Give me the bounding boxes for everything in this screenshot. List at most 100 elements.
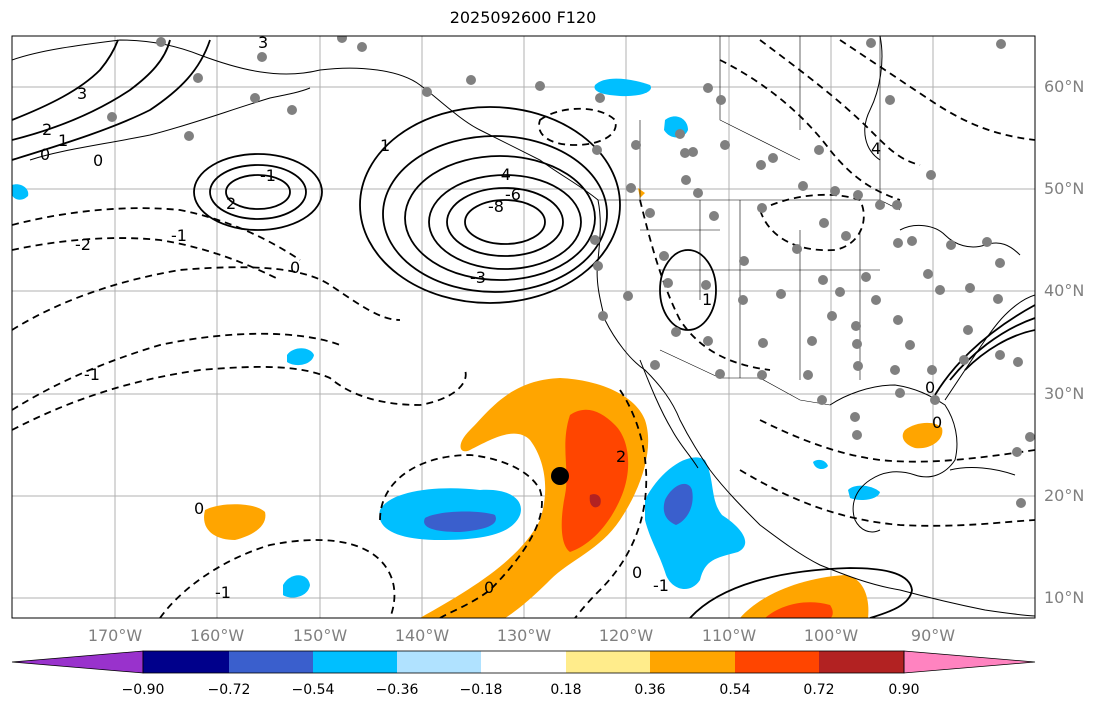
dashed-pac-4 [12, 207, 301, 261]
low-center-ring-1 [464, 199, 546, 245]
low-center-ring-2 [446, 187, 564, 257]
colorbar-tick-label: 0.54 [719, 682, 751, 698]
dashed-center [379, 454, 543, 618]
orange-south [740, 575, 869, 618]
contour-label: 0 [925, 378, 935, 397]
colorbar-tick-label: −0.54 [291, 682, 335, 698]
contour-label: -2 [75, 235, 91, 254]
darkred-spot [589, 494, 601, 508]
contour-label: 0 [290, 258, 300, 277]
alaska-contour-2 [12, 39, 171, 141]
contour-label: -6 [505, 185, 521, 204]
contour-label: -1 [260, 166, 276, 185]
colorbar-bin [650, 651, 735, 673]
contour-label: -4 [495, 165, 511, 184]
dashed-north-low [538, 107, 617, 146]
ne-contour-2 [949, 317, 1035, 381]
gulf-coast [829, 384, 958, 533]
red-south [765, 602, 833, 618]
blue-pac [287, 348, 314, 366]
dashed-pac-5 [12, 237, 281, 281]
dashed-rockies [639, 199, 771, 371]
colorbar-tick-label: 0.72 [803, 682, 835, 698]
contour-labels: 3 2 1 0 -2 -1 -6 -8 -3 -4 2 3 -1 0 0 1 -… [40, 36, 942, 602]
contour-label: 0 [632, 563, 642, 582]
colorbar-bin [735, 651, 819, 673]
colorbar-outline [142, 650, 905, 674]
colorbar-tick-label: 0.36 [634, 682, 666, 698]
low-center-ring-6 [359, 106, 621, 304]
colorbar-bin [819, 651, 904, 673]
red-core [561, 409, 629, 552]
contour-label: 0 [932, 413, 942, 432]
colorbar-extend-right [903, 650, 1036, 674]
low-center-ring-5 [382, 135, 608, 293]
map-title: 2025092600 F120 [449, 8, 597, 27]
lon-label: 170°W [87, 626, 143, 645]
lon-label: 150°W [292, 626, 348, 645]
contour-label: -1 [653, 576, 669, 595]
dashed-gulf-2 [739, 469, 1035, 527]
lat-label: 20°N [1044, 486, 1085, 505]
baja [639, 359, 699, 469]
contour-label: 1 [380, 136, 390, 155]
colorbar-bin [481, 651, 566, 673]
station-dots [107, 36, 1035, 508]
great-lakes [899, 224, 1021, 256]
contour-label: 0 [484, 578, 494, 597]
cuba [949, 467, 1016, 476]
alaska-contour-1 [12, 39, 211, 161]
blue-mexico [645, 457, 746, 590]
contours-positive [12, 39, 1035, 618]
colorbar [11, 650, 1036, 674]
colorbar-bin [229, 651, 313, 673]
colorbar-tick-label: −0.36 [375, 682, 419, 698]
colorbar-bin [313, 651, 397, 673]
dashed-pac-3 [12, 332, 341, 411]
contour-label: 0 [40, 145, 50, 164]
low-center-ring-3 [428, 174, 582, 270]
contour-label: 2 [616, 447, 626, 466]
contour-label: 2 [42, 120, 52, 139]
contour-label: -1 [215, 583, 231, 602]
blue-hawaii [283, 575, 310, 598]
contour-label: 1 [702, 290, 712, 309]
contour-label: 1 [58, 131, 68, 150]
orange-small [504, 580, 515, 589]
lat-label: 10°N [1044, 588, 1085, 607]
orange-hawaii [204, 504, 266, 540]
colorbar-tick-label: 0.90 [888, 682, 920, 698]
lon-label: 160°W [189, 626, 245, 645]
contour-label: 0 [194, 499, 204, 518]
orange-gulf [902, 422, 943, 449]
lon-label: 110°W [701, 626, 757, 645]
dashed-hawaii [159, 539, 396, 618]
shading-positive [204, 188, 943, 618]
lon-label: 100°W [803, 626, 859, 645]
low-center-ring-4 [404, 155, 596, 281]
ne-contour-1 [934, 304, 1035, 396]
alaska-contour-3 [12, 39, 119, 121]
shading-negative [12, 78, 880, 598]
darkblue-west [424, 511, 496, 532]
pac-ring-3 [193, 153, 323, 231]
darkblue-mexico [663, 483, 693, 525]
hudson [864, 36, 883, 161]
contour-label: -8 [488, 197, 504, 216]
lat-label: 30°N [1044, 384, 1085, 403]
storm-marker [551, 467, 569, 485]
pac-ring-2 [209, 164, 307, 220]
dashed-gulf [759, 419, 1035, 463]
lon-label: 140°W [394, 626, 450, 645]
dashed-canada-3 [839, 39, 1035, 141]
lon-label: 130°W [496, 626, 552, 645]
lat-label: 60°N [1044, 77, 1085, 96]
lon-label: 90°W [910, 626, 956, 645]
dashed-pac-1 [12, 266, 401, 331]
lat-label: 40°N [1044, 281, 1085, 300]
map-frame [11, 35, 1036, 619]
contour-label: 2 [226, 194, 236, 213]
dashed-mexico [574, 389, 648, 618]
contours-negative [12, 39, 1035, 618]
dashed-canada [719, 59, 901, 201]
